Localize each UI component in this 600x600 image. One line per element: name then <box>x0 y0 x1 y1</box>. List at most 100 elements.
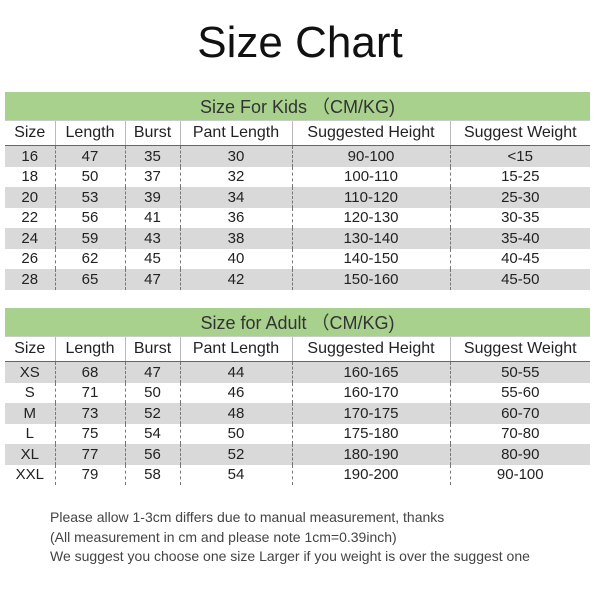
table-cell: 120-130 <box>291 207 450 228</box>
table-cell: 45-50 <box>449 269 591 290</box>
table-cell: 30 <box>179 145 292 167</box>
column-header: Suggested Height <box>291 336 450 362</box>
note-line: (All measurement in cm and please note 1… <box>50 528 397 545</box>
table-row: S 71 50 46 160-170 55-60 <box>5 382 591 403</box>
table-cell: 130-140 <box>291 228 450 249</box>
column-header: Pant Length <box>179 120 292 146</box>
table-cell: 34 <box>179 187 292 208</box>
table-cell: 18 <box>21 168 39 186</box>
table-cell: 65 <box>54 269 125 290</box>
table-row: 26 62 45 40 140-150 40-45 <box>5 248 591 269</box>
adult-size-table: Size for Adult （CM/KG) Size Length Burst Pan… <box>5 308 591 485</box>
table-cell: L <box>25 425 34 443</box>
table-cell: 48 <box>179 403 292 424</box>
column-header: Size <box>5 120 55 146</box>
table-cell: 68 <box>54 361 125 383</box>
table-cell: 70-80 <box>449 423 591 444</box>
table-cell: 52 <box>124 403 180 424</box>
table-cell: S <box>24 384 35 402</box>
column-header: Suggest Weight <box>449 336 591 362</box>
table-cell: 140-150 <box>291 248 450 269</box>
column-header: Length <box>54 120 125 146</box>
table-cell: 160-170 <box>291 382 450 403</box>
table-cell: 47 <box>124 361 180 383</box>
table-cell: 190-200 <box>291 464 450 485</box>
column-header: Pant Length <box>179 336 292 362</box>
table-cell: 180-190 <box>291 444 450 465</box>
table-cell: 37 <box>124 166 180 187</box>
table-row: 16 47 35 30 90-100 <15 <box>5 145 591 167</box>
table-cell: 50 <box>179 423 292 444</box>
table-cell: 47 <box>124 269 180 290</box>
table-cell: 41 <box>124 207 180 228</box>
table-cell: 53 <box>54 187 125 208</box>
table-cell: 30-35 <box>449 207 591 228</box>
table-cell: 71 <box>54 382 125 403</box>
table-cell: 54 <box>179 464 292 485</box>
table-cell: 160-165 <box>291 361 450 383</box>
table-cell: 90-100 <box>449 464 591 485</box>
table-cell: <15 <box>449 145 591 167</box>
column-header: Size <box>5 336 55 362</box>
table-row: XL 77 56 52 180-190 80-90 <box>5 444 591 465</box>
table-cell: M <box>5 403 55 424</box>
table-row: XS 68 47 44 160-165 50-55 <box>5 361 591 383</box>
table-cell: 100-110 <box>291 166 450 187</box>
table-cell: 45 <box>124 248 180 269</box>
table-cell: 50 <box>124 382 180 403</box>
table-cell: 35-40 <box>449 228 591 249</box>
table-cell: 79 <box>54 464 125 485</box>
table-cell: 75 <box>54 423 125 444</box>
table-cell: 40-45 <box>449 248 591 269</box>
page-title: Size Chart <box>197 18 403 67</box>
table-cell: 15-25 <box>449 166 591 187</box>
table-row: 18 50 37 32 100-110 15-25 <box>5 166 591 187</box>
table-cell: 47 <box>54 145 125 167</box>
table-row: 22 56 41 36 120-130 30-35 <box>5 207 591 228</box>
table-cell: 77 <box>54 444 125 465</box>
table-cell: 56 <box>124 444 180 465</box>
table-cell: 175-180 <box>291 423 450 444</box>
table-cell: 56 <box>54 207 125 228</box>
table-cell: 28 <box>5 269 55 290</box>
table-cell: 110-120 <box>291 187 450 208</box>
table-cell: 59 <box>54 228 125 249</box>
table-cell: 35 <box>124 145 180 167</box>
table-cell: 80-90 <box>449 444 591 465</box>
table-cell: XXL <box>15 466 44 484</box>
table-cell: 43 <box>124 228 180 249</box>
table-cell: 16 <box>5 145 55 167</box>
table-cell: 25-30 <box>449 187 591 208</box>
table-cell: 60-70 <box>449 403 591 424</box>
table-cell: 55-60 <box>449 382 591 403</box>
table-cell: 46 <box>179 382 292 403</box>
column-header: Length <box>54 336 125 362</box>
column-header: Burst <box>124 120 180 146</box>
table-cell: XL <box>5 444 55 465</box>
kids-size-table: Size For Kids （CM/KG) Size Length Burst Pant… <box>5 92 591 290</box>
table-cell: 52 <box>179 444 292 465</box>
column-header: Suggested Height <box>291 120 450 146</box>
table-cell: 58 <box>124 464 180 485</box>
table-cell: 39 <box>124 187 180 208</box>
table-cell: 50-55 <box>449 361 591 383</box>
table-cell: XS <box>5 361 55 383</box>
table-cell: 42 <box>179 269 292 290</box>
table-row: 24 59 43 38 130-140 35-40 <box>5 228 591 249</box>
table-cell: 32 <box>179 166 292 187</box>
table-cell: 40 <box>179 248 292 269</box>
table-row: XXL 79 58 54 190-200 90-100 <box>5 464 591 485</box>
table-cell: 62 <box>54 248 125 269</box>
note-line: We suggest you choose one size Larger if… <box>50 548 530 564</box>
table-cell: 73 <box>54 403 125 424</box>
notes: Please allow 1-3cm differs due to manual… <box>50 508 530 567</box>
table-cell: 50 <box>54 166 125 187</box>
table-cell: 44 <box>179 361 292 383</box>
table-cell: 26 <box>21 250 39 268</box>
column-header: Burst <box>124 336 180 362</box>
table-cell: 170-175 <box>291 403 450 424</box>
note-line: Please allow 1-3cm differs due to manual… <box>50 509 445 525</box>
table-cell: 22 <box>21 209 39 227</box>
table-cell: 150-160 <box>291 269 450 290</box>
table-cell: 38 <box>179 228 292 249</box>
